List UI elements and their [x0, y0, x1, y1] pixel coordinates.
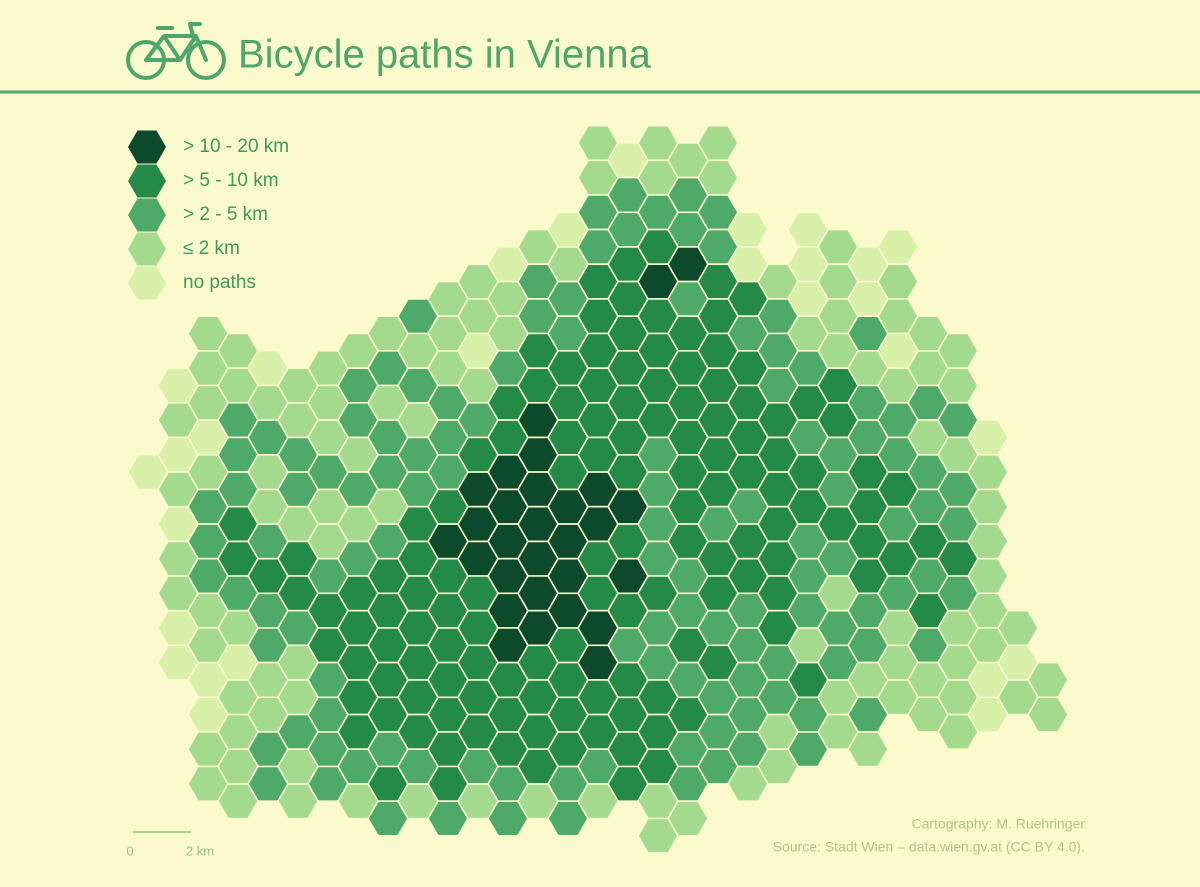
legend-label: > 2 - 5 km [183, 204, 268, 225]
hex-cell [937, 713, 979, 751]
legend-swatch [128, 164, 166, 198]
legend: > 10 - 20 km > 5 - 10 km > 2 - 5 km ≤ 2 km n… [128, 130, 289, 300]
hex-cell [637, 817, 679, 854]
hex-cell [577, 783, 619, 820]
hex-cell [277, 783, 319, 820]
legend-swatch [128, 198, 166, 232]
legend-label: ≤ 2 km [183, 238, 240, 259]
legend-swatch [128, 266, 166, 300]
hex-cell [847, 731, 889, 768]
legend-swatch [128, 232, 166, 266]
hex-cell [757, 748, 799, 785]
scale-label: 2 km [186, 843, 214, 858]
title: Bicycle paths in Vienna [238, 33, 652, 77]
hex-cell [217, 783, 259, 820]
credit: Source: Stadt Wien – data.wien.gv.at (CC… [773, 839, 1085, 855]
legend-swatch [128, 130, 166, 164]
legend-label: > 5 - 10 km [183, 170, 279, 191]
hex-grid [127, 124, 1069, 854]
scale-label: 0 [126, 843, 133, 858]
legend-label: > 10 - 20 km [183, 136, 289, 157]
legend-label: no paths [183, 272, 256, 293]
hex-cell [1027, 696, 1069, 733]
credit: Cartography: M. Ruehringer [911, 816, 1085, 832]
bicycle-icon [126, 22, 226, 80]
